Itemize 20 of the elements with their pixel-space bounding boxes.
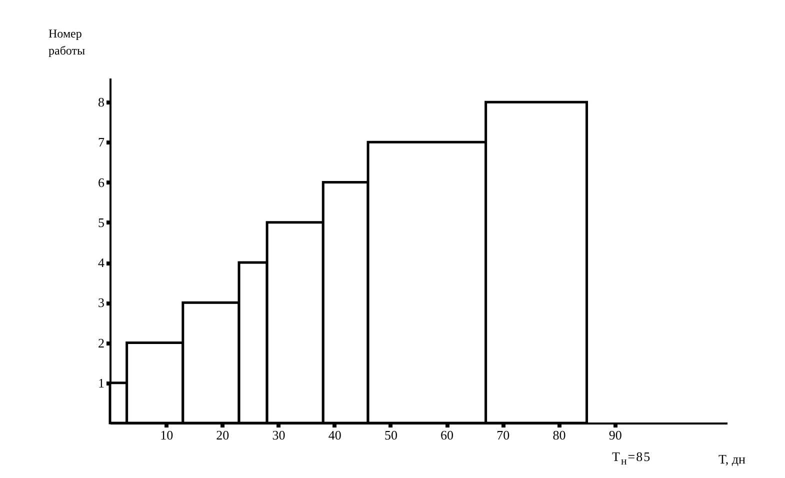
x-tick-label: 40 <box>328 428 342 442</box>
y-tick-label: 3 <box>98 295 104 310</box>
x-tick-label: 10 <box>160 428 174 442</box>
y-tick-label: 1 <box>98 375 104 390</box>
x-tick-label: 30 <box>272 428 286 442</box>
y-tick-label: 2 <box>98 335 104 350</box>
y-tick-label: 6 <box>98 174 105 190</box>
x-tick-label: 20 <box>216 428 230 442</box>
x-tick-label: 80 <box>552 428 566 442</box>
y-tick-label: 5 <box>98 214 104 230</box>
x-axis-title: T, дн <box>718 452 746 466</box>
text: T$_{н}$=85 <box>612 449 652 468</box>
y-tick-label: 7 <box>98 134 105 150</box>
y-tick-label: 8 <box>98 94 104 110</box>
y-axis-title: Номер работы <box>48 26 86 58</box>
y-tick-label: 4 <box>98 255 105 270</box>
x-tick-label: 70 <box>496 428 510 442</box>
x-tick-label: 60 <box>440 428 454 442</box>
x-tick-label: 50 <box>384 428 398 442</box>
x-tick-label: 90 <box>608 428 622 442</box>
